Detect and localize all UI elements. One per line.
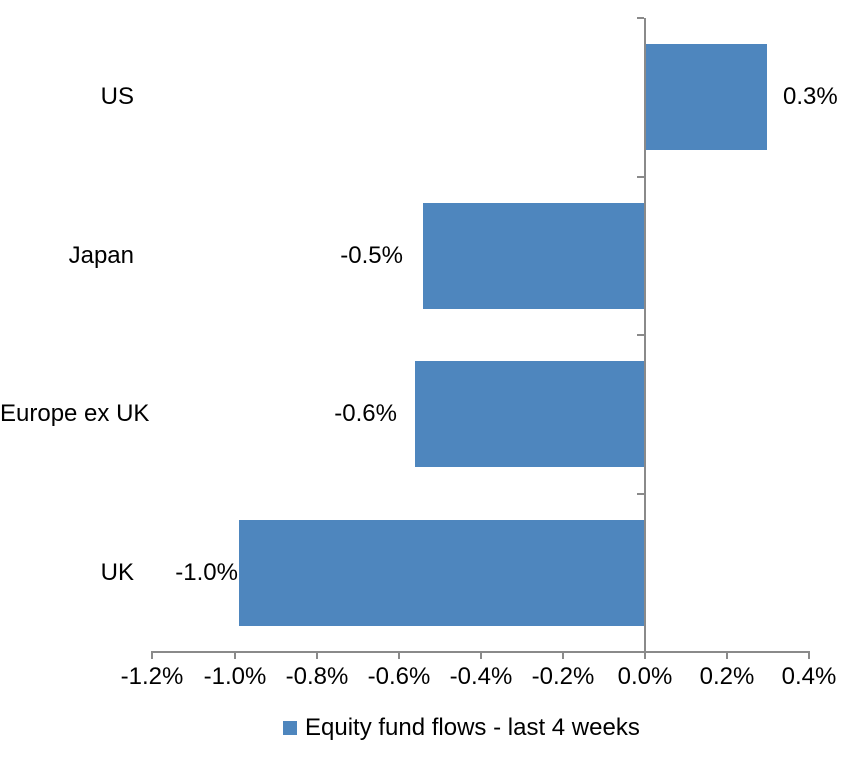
y-axis-tick: [637, 334, 644, 336]
value-label-uk: -1.0%: [175, 559, 238, 586]
x-axis-tick: [480, 653, 482, 659]
value-label-us: 0.3%: [783, 83, 838, 110]
y-axis-tick: [637, 493, 644, 495]
x-axis-tick-label: -1.2%: [120, 663, 184, 690]
bar-japan: [423, 203, 645, 309]
legend-swatch-icon: [283, 721, 297, 735]
x-axis-tick-label: -0.6%: [367, 663, 431, 690]
y-axis-line: [644, 18, 646, 653]
x-axis-tick: [562, 653, 564, 659]
legend: Equity fund flows - last 4 weeks: [283, 714, 640, 742]
bar-us: [645, 44, 767, 150]
x-axis-tick-label: -1.0%: [203, 663, 267, 690]
category-label-us: US: [100, 83, 134, 110]
x-axis-tick: [151, 653, 153, 659]
bar-uk: [239, 520, 645, 626]
x-axis-tick-label: 0.2%: [699, 663, 755, 690]
value-label-europe-ex-uk: -0.6%: [334, 400, 397, 427]
legend-label: Equity fund flows - last 4 weeks: [305, 714, 640, 741]
category-label-japan: Japan: [68, 242, 134, 269]
x-axis-tick-label: 0.0%: [617, 663, 673, 690]
x-axis-tick-label: -0.8%: [285, 663, 349, 690]
x-axis-tick-label: -0.2%: [531, 663, 595, 690]
x-axis-line: [151, 651, 810, 653]
x-axis-tick: [398, 653, 400, 659]
value-label-japan: -0.5%: [340, 242, 403, 269]
x-axis-tick: [726, 653, 728, 659]
x-axis-tick: [644, 653, 646, 659]
x-axis-tick: [234, 653, 236, 659]
x-axis-tick-label: -0.4%: [449, 663, 513, 690]
category-label-europe-ex-uk: Europe ex UK: [0, 400, 150, 427]
bar-europe-ex-uk: [415, 361, 645, 467]
y-axis-tick: [637, 176, 644, 178]
x-axis-tick: [808, 653, 810, 659]
x-axis-tick-label: 0.4%: [781, 663, 837, 690]
x-axis-tick: [316, 653, 318, 659]
y-axis-tick: [637, 17, 644, 19]
category-label-uk: UK: [100, 559, 134, 586]
